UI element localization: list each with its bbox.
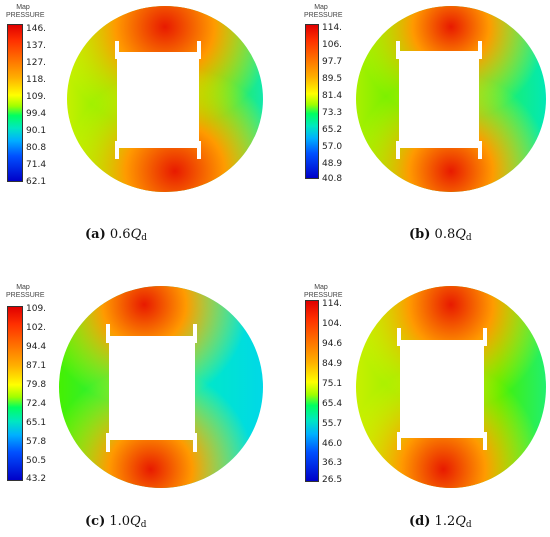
tick-label: 118.	[26, 75, 47, 85]
tick-label: 65.1	[26, 418, 47, 428]
tick-label: 114.	[322, 23, 343, 33]
tick-label: 75.1	[322, 379, 343, 389]
tick-label: 127.	[26, 58, 47, 68]
legend-title: Map PRESSURE	[304, 4, 343, 19]
tick-label: 71.4	[26, 160, 47, 170]
tick-label: 104.	[322, 319, 343, 329]
tick-label: 137.	[26, 41, 47, 51]
tick-label: 81.4	[322, 91, 343, 101]
tick-label: 146.	[26, 24, 47, 34]
tick-label: 57.0	[322, 142, 343, 152]
tick-label: 48.9	[322, 159, 343, 169]
legend-title: Map PRESSURE	[6, 284, 45, 299]
tick-label: 65.2	[322, 125, 343, 135]
tick-label: 114.	[322, 299, 343, 309]
tick-label: 62.1	[26, 177, 47, 187]
tick-label: 109.	[26, 304, 47, 314]
panel-b: Map PRESSURE 114. 106. 97.7 89.5 81.4 73…	[275, 0, 550, 268]
tick-label: 79.8	[26, 380, 47, 390]
pressure-field	[356, 6, 546, 192]
tick-label: 90.1	[26, 126, 47, 136]
tick-label: 50.5	[26, 456, 47, 466]
tick-label: 26.5	[322, 475, 343, 485]
tick-label: 109.	[26, 92, 47, 102]
tick-label: 80.8	[26, 143, 47, 153]
tick-label: 99.4	[26, 109, 47, 119]
tick-label: 36.3	[322, 458, 343, 468]
tick-label: 89.5	[322, 74, 343, 84]
panel-caption: (d) 1.2Qd	[409, 514, 472, 530]
panel-d: Map PRESSURE 114. 104. 94.6 84.9 75.1 65…	[275, 268, 550, 536]
panel-a: Map PRESSURE 146. 137. 127. 118. 109. 99…	[0, 0, 275, 268]
tick-label: 97.7	[322, 57, 343, 67]
colorbar	[305, 300, 319, 482]
panel-caption: (a) 0.6Qd	[85, 227, 147, 243]
tick-label: 87.1	[26, 361, 47, 371]
legend-title: Map PRESSURE	[304, 284, 343, 299]
tick-label: 65.4	[322, 399, 343, 409]
tick-label: 55.7	[322, 419, 343, 429]
panel-c: Map PRESSURE 109. 102. 94.4 87.1 79.8 72…	[0, 268, 275, 536]
pressure-field	[356, 286, 546, 488]
tick-label: 94.4	[26, 342, 47, 352]
panel-caption: (c) 1.0Qd	[85, 514, 147, 530]
tick-label: 46.0	[322, 439, 343, 449]
tick-label: 106.	[322, 40, 343, 50]
pressure-field	[67, 6, 263, 192]
pressure-field	[59, 286, 263, 488]
panel-caption: (b) 0.8Qd	[409, 227, 472, 243]
tick-label: 102.	[26, 323, 47, 333]
colorbar	[7, 24, 23, 182]
colorbar	[305, 24, 319, 179]
tick-label: 73.3	[322, 108, 343, 118]
tick-label: 57.8	[26, 437, 47, 447]
tick-label: 94.6	[322, 339, 343, 349]
tick-label: 40.8	[322, 174, 343, 184]
legend-title: Map PRESSURE	[6, 4, 45, 19]
tick-label: 84.9	[322, 359, 343, 369]
colorbar	[7, 306, 23, 481]
tick-label: 43.2	[26, 474, 47, 484]
tick-label: 72.4	[26, 399, 47, 409]
